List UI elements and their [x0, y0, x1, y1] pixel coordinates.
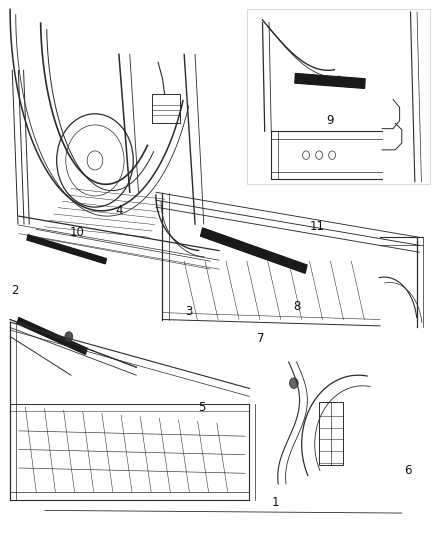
Circle shape: [65, 332, 73, 341]
Text: 5: 5: [198, 400, 205, 414]
Text: 11: 11: [309, 220, 325, 233]
Text: 7: 7: [257, 332, 264, 344]
Text: 3: 3: [185, 305, 192, 318]
Text: 9: 9: [326, 114, 334, 127]
Polygon shape: [201, 228, 307, 273]
Bar: [247, 10, 430, 184]
Text: 1: 1: [272, 496, 279, 509]
Text: 8: 8: [293, 300, 301, 313]
Bar: [319, 402, 343, 465]
Text: 4: 4: [115, 204, 123, 217]
Text: 6: 6: [405, 464, 412, 477]
Circle shape: [290, 378, 298, 389]
Polygon shape: [27, 235, 106, 264]
Polygon shape: [17, 318, 87, 354]
Text: 10: 10: [70, 225, 85, 239]
Polygon shape: [295, 74, 365, 88]
Bar: [152, 94, 180, 123]
Text: 2: 2: [11, 284, 18, 297]
